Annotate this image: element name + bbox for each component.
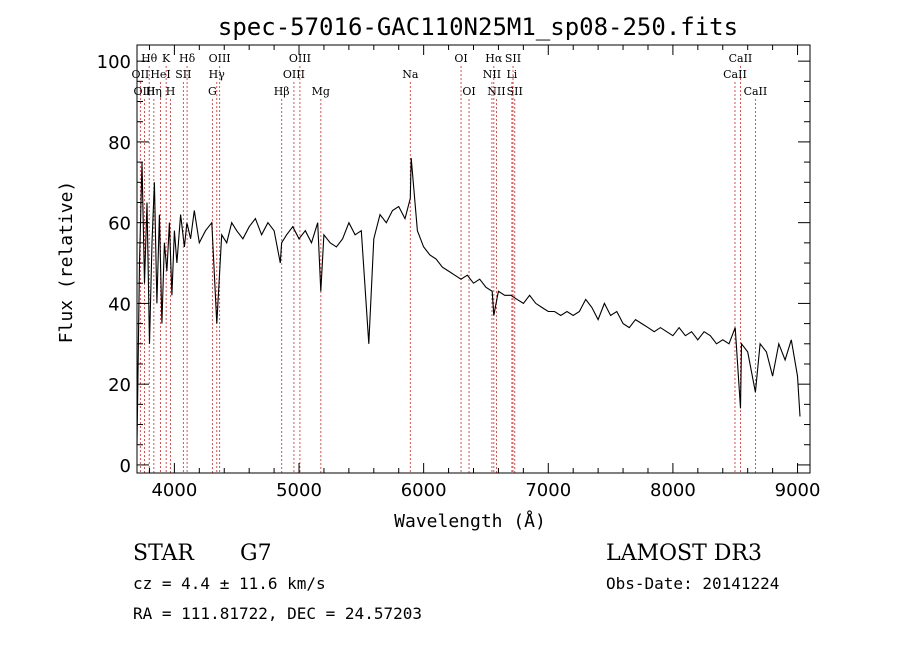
y-tick-label: 40 xyxy=(108,294,131,315)
object-subclass: G7 xyxy=(240,541,272,566)
spectral-line-label: SII xyxy=(175,68,191,81)
y-axis-label: Flux (relative) xyxy=(56,181,77,344)
y-tick-label: 100 xyxy=(97,52,131,73)
redshift-text: cz = 4.4 ± 11.6 km/s xyxy=(133,574,326,593)
x-axis-label: Wavelength (Å) xyxy=(394,510,546,532)
spectral-line-label: OIII xyxy=(133,85,155,98)
x-tick-label: 7000 xyxy=(525,480,571,501)
spectral-line-label: Na xyxy=(402,68,419,81)
chart-title: spec-57016-GAC110N25M1_sp08-250.fits xyxy=(218,13,738,41)
x-tick-label: 6000 xyxy=(401,480,447,501)
spectral-line-label: Hθ xyxy=(141,52,158,65)
spectral-line-label: Hα xyxy=(485,52,503,65)
spectral-line-label: Hη xyxy=(146,85,162,98)
x-tick-label: 4000 xyxy=(151,480,197,501)
x-tick-label: 5000 xyxy=(276,480,322,501)
spectral-line-label: NII xyxy=(483,68,501,81)
x-tick-label: 9000 xyxy=(775,480,821,501)
spectral-line-label: OI xyxy=(454,52,467,65)
spectral-line-label: Hγ xyxy=(209,68,226,81)
spectral-line-label: G xyxy=(208,85,217,98)
spectral-line-label: CaII xyxy=(744,85,768,98)
spectral-line-label: CaII xyxy=(723,68,747,81)
spectral-line-label: SII xyxy=(505,52,521,65)
y-tick-label: 20 xyxy=(108,375,131,396)
spectral-line-label: OI xyxy=(462,85,475,98)
spectral-line-label: H xyxy=(166,85,176,98)
plot-frame xyxy=(136,44,811,474)
y-tick-label: 60 xyxy=(108,214,131,235)
spectral-line-label: OIII xyxy=(283,68,305,81)
spectral-line-label: K xyxy=(162,52,171,65)
spectral-line-label: SII xyxy=(507,85,523,98)
spectral-line-label: CaII xyxy=(729,52,753,65)
spectral-line-label: HeI xyxy=(150,68,170,81)
y-tick-label: 0 xyxy=(120,456,131,477)
spectral-line-label: NII xyxy=(487,85,505,98)
object-class: STAR xyxy=(133,541,195,566)
spectral-line-label: OIII xyxy=(209,52,231,65)
spectral-line-label: Hδ xyxy=(179,52,196,65)
obs-date-text: Obs-Date: 20141224 xyxy=(606,574,779,593)
spectral-line-label: Mg xyxy=(312,85,330,98)
spectral-line-label: OII xyxy=(132,68,150,81)
spectral-line-label: OIII xyxy=(289,52,311,65)
coordinates-text: RA = 111.81722, DEC = 24.57203 xyxy=(133,604,422,623)
spectral-line-label: Li xyxy=(506,68,517,81)
spectrum-line xyxy=(136,158,801,445)
x-tick-label: 8000 xyxy=(650,480,696,501)
spectral-line-label: Hβ xyxy=(274,85,290,98)
y-tick-label: 80 xyxy=(108,133,131,154)
survey-name: LAMOST DR3 xyxy=(606,541,762,566)
